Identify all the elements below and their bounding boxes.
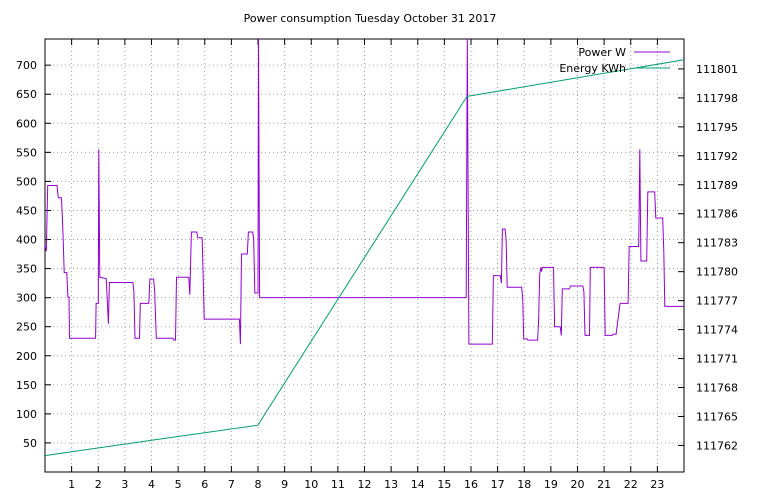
x-tick-label: 19 (544, 478, 558, 491)
y-tick-label: 450 (16, 204, 37, 217)
y-tick-label: 400 (16, 234, 37, 247)
y-tick-label: 650 (16, 88, 37, 101)
grid (45, 39, 684, 472)
y-tick-label: 700 (16, 59, 37, 72)
y2-tick-label: 111765 (696, 410, 738, 423)
x-tick-label: 10 (304, 478, 318, 491)
x-tick-label: 6 (201, 478, 208, 491)
x-tick-label: 5 (175, 478, 182, 491)
y2-tick-label: 111795 (696, 121, 738, 134)
y2-tick-label: 111801 (696, 63, 738, 76)
y-tick-label: 500 (16, 175, 37, 188)
x-tick-label: 4 (148, 478, 155, 491)
y2-tick-label: 111774 (696, 324, 738, 337)
y-tick-label: 550 (16, 146, 37, 159)
series-line-power (44, 38, 684, 345)
y2-tick-label: 111780 (696, 266, 738, 279)
x-tick-label: 22 (624, 478, 638, 491)
x-tick-label: 1 (68, 478, 75, 491)
x-tick-label: 18 (517, 478, 531, 491)
y2-tick-label: 111777 (696, 295, 738, 308)
y-tick-label: 300 (16, 292, 37, 305)
x-tick-label: 3 (121, 478, 128, 491)
y-tick-label: 150 (16, 379, 37, 392)
y-tick-label: 600 (16, 117, 37, 130)
y2-tick-label: 111786 (696, 208, 738, 221)
y-tick-label: 50 (23, 437, 37, 450)
y-tick-label: 200 (16, 350, 37, 363)
y-tick-label: 350 (16, 263, 37, 276)
x-tick-label: 23 (650, 478, 664, 491)
ticks: 1 2 3 4 5 6 7 8 9 10 11 12 13 14 15 16 17 18 19 20 21 22 23501… (16, 39, 738, 491)
y-tick-label: 250 (16, 321, 37, 334)
y-tick-label: 100 (16, 408, 37, 421)
x-tick-label: 14 (411, 478, 425, 491)
y2-tick-label: 111789 (696, 179, 738, 192)
y2-tick-label: 111771 (696, 353, 738, 366)
chart-title: Power consumption Tuesday October 31 201… (244, 12, 497, 25)
legend-label: Power W (578, 46, 626, 59)
y2-tick-label: 111798 (696, 92, 738, 105)
series-layer (44, 38, 685, 457)
x-tick-label: 16 (464, 478, 478, 491)
series-line-energy (44, 59, 685, 457)
x-tick-label: 15 (437, 478, 451, 491)
legend: Power W Energy KWh (559, 46, 670, 75)
y2-tick-label: 111768 (696, 382, 738, 395)
x-tick-label: 7 (228, 478, 235, 491)
x-tick-label: 8 (255, 478, 262, 491)
y2-tick-label: 111783 (696, 237, 738, 250)
x-tick-label: 9 (281, 478, 288, 491)
x-tick-label: 20 (571, 478, 585, 491)
x-tick-label: 13 (384, 478, 398, 491)
x-tick-label: 2 (95, 478, 102, 491)
x-tick-label: 11 (331, 478, 345, 491)
x-tick-label: 21 (597, 478, 611, 491)
x-tick-label: 17 (491, 478, 505, 491)
legend-label: Energy KWh (559, 62, 626, 75)
y2-tick-label: 111792 (696, 150, 738, 163)
x-tick-label: 12 (358, 478, 372, 491)
y2-tick-label: 111762 (696, 439, 738, 452)
